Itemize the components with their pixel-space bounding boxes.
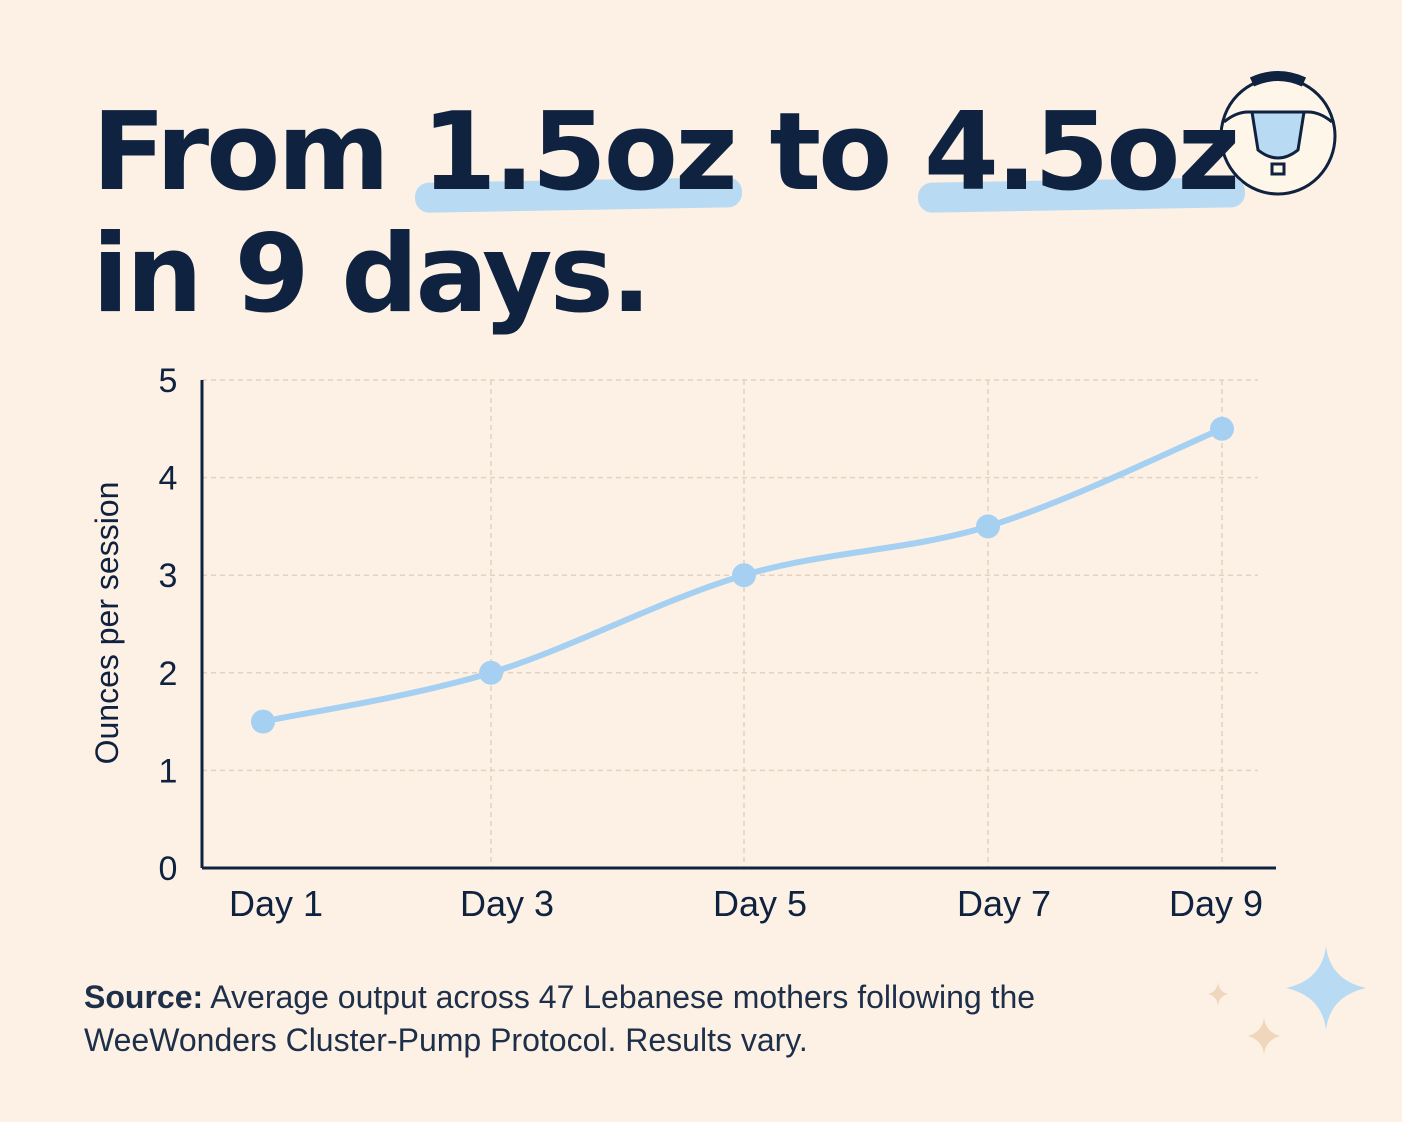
y-tick-label: 0 xyxy=(159,850,178,888)
data-point xyxy=(1210,416,1234,441)
headline-text-from: From xyxy=(92,90,422,215)
x-tick-label: Day 5 xyxy=(713,883,807,924)
sparkle-large xyxy=(1286,946,1366,1030)
data-point xyxy=(976,514,1000,539)
y-tick-label: 3 xyxy=(159,557,178,595)
sparkle-small xyxy=(1208,982,1228,1006)
y-tick-label: 5 xyxy=(159,362,178,400)
line-chart: 0 1 2 3 4 5 Day 1 Day 3 Day 5 Day 7 Day 9 Ounces … xyxy=(89,362,1276,924)
data-point xyxy=(732,563,756,588)
data-point xyxy=(251,709,275,734)
y-tick-label: 2 xyxy=(159,655,178,693)
y-tick-labels: 0 1 2 3 4 5 xyxy=(159,362,178,888)
x-tick-label: Day 7 xyxy=(957,883,1051,924)
y-tick-label: 4 xyxy=(159,460,178,498)
sparkle-small xyxy=(1248,1018,1280,1054)
source-note: Source: Average output across 47 Lebanes… xyxy=(84,976,1084,1062)
headline: From 1.5oz to 4.5oz in 9 days. xyxy=(92,90,1240,337)
headline-text-to: to xyxy=(734,90,924,215)
highlight-end-value: 4.5oz xyxy=(923,90,1240,215)
sparkles-icon xyxy=(1208,946,1366,1054)
highlight-start-value: 1.5oz xyxy=(421,90,737,215)
data-point xyxy=(479,660,503,685)
source-text: Average output across 47 Lebanese mother… xyxy=(84,979,1036,1058)
data-points xyxy=(251,416,1234,734)
headline-line-1: From 1.5oz to 4.5oz xyxy=(92,90,1240,215)
y-axis-label: Ounces per session xyxy=(89,482,125,765)
x-tick-label: Day 9 xyxy=(1169,883,1263,924)
x-tick-label: Day 3 xyxy=(460,883,554,924)
source-label: Source: xyxy=(84,979,204,1015)
y-tick-label: 1 xyxy=(159,752,178,790)
chart-axes xyxy=(200,380,1276,870)
breast-pump-icon xyxy=(1219,71,1337,196)
chart-grid xyxy=(202,379,1258,868)
x-tick-label: Day 1 xyxy=(229,883,323,924)
x-tick-labels: Day 1 Day 3 Day 5 Day 7 Day 9 xyxy=(229,883,1263,924)
headline-line-2: in 9 days. xyxy=(92,212,652,337)
